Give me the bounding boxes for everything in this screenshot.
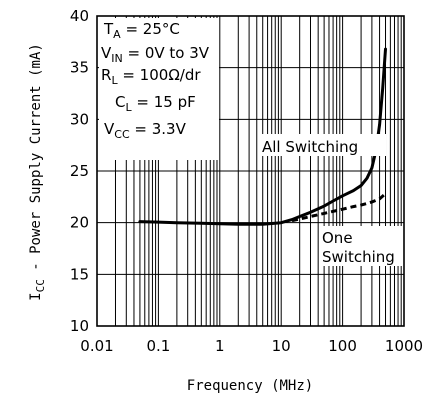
series-line-one-switching bbox=[291, 192, 387, 223]
y-axis-label-sub: CC bbox=[34, 279, 47, 292]
y-tick-label: 20 bbox=[70, 214, 89, 232]
series-layer bbox=[138, 47, 387, 226]
condition-line: RL = 100Ω/dr bbox=[101, 66, 201, 87]
condition-line: CL = 15 pF bbox=[115, 93, 196, 114]
one-switching-label-line1: One bbox=[322, 229, 353, 247]
series-line-all-switching bbox=[138, 47, 387, 226]
x-tick-label: 0.1 bbox=[146, 337, 170, 355]
y-axis-label: ICC - Power Supply Current (mA) bbox=[28, 43, 47, 301]
conditions-background bbox=[99, 18, 219, 160]
x-axis-label: Frequency (MHz) bbox=[187, 378, 313, 394]
one-switching-label-line2: Switching bbox=[322, 248, 395, 266]
y-tick-label: 25 bbox=[70, 162, 89, 180]
x-tick-label: 0.01 bbox=[80, 337, 113, 355]
condition-line: TA = 25°C bbox=[103, 20, 180, 41]
y-tick-label: 10 bbox=[70, 317, 89, 335]
x-tick-label: 100 bbox=[328, 337, 357, 355]
one-switching-label-bg bbox=[320, 226, 404, 266]
condition-line: VIN = 0V to 3V bbox=[101, 44, 210, 65]
condition-line: VCC = 3.3V bbox=[104, 120, 187, 141]
all-switching-label: All Switching bbox=[262, 138, 358, 156]
y-tick-label: 30 bbox=[70, 110, 89, 128]
y-axis-label-main: I bbox=[28, 292, 44, 300]
y-tick-label: 35 bbox=[70, 59, 89, 77]
x-tick-label: 1 bbox=[215, 337, 225, 355]
y-tick-label: 40 bbox=[70, 7, 89, 25]
x-tick-label: 10 bbox=[272, 337, 291, 355]
all-switching-label-bg bbox=[259, 134, 386, 156]
y-tick-label: 15 bbox=[70, 265, 89, 283]
tick-labels: 0.01 0.1 1 10 100 1000 10 15 20 25 30 35 40 bbox=[70, 7, 423, 355]
y-axis-label-rest: - Power Supply Current (mA) bbox=[28, 43, 44, 279]
x-tick-label: 1000 bbox=[385, 337, 423, 355]
plot-frame bbox=[96, 15, 405, 327]
